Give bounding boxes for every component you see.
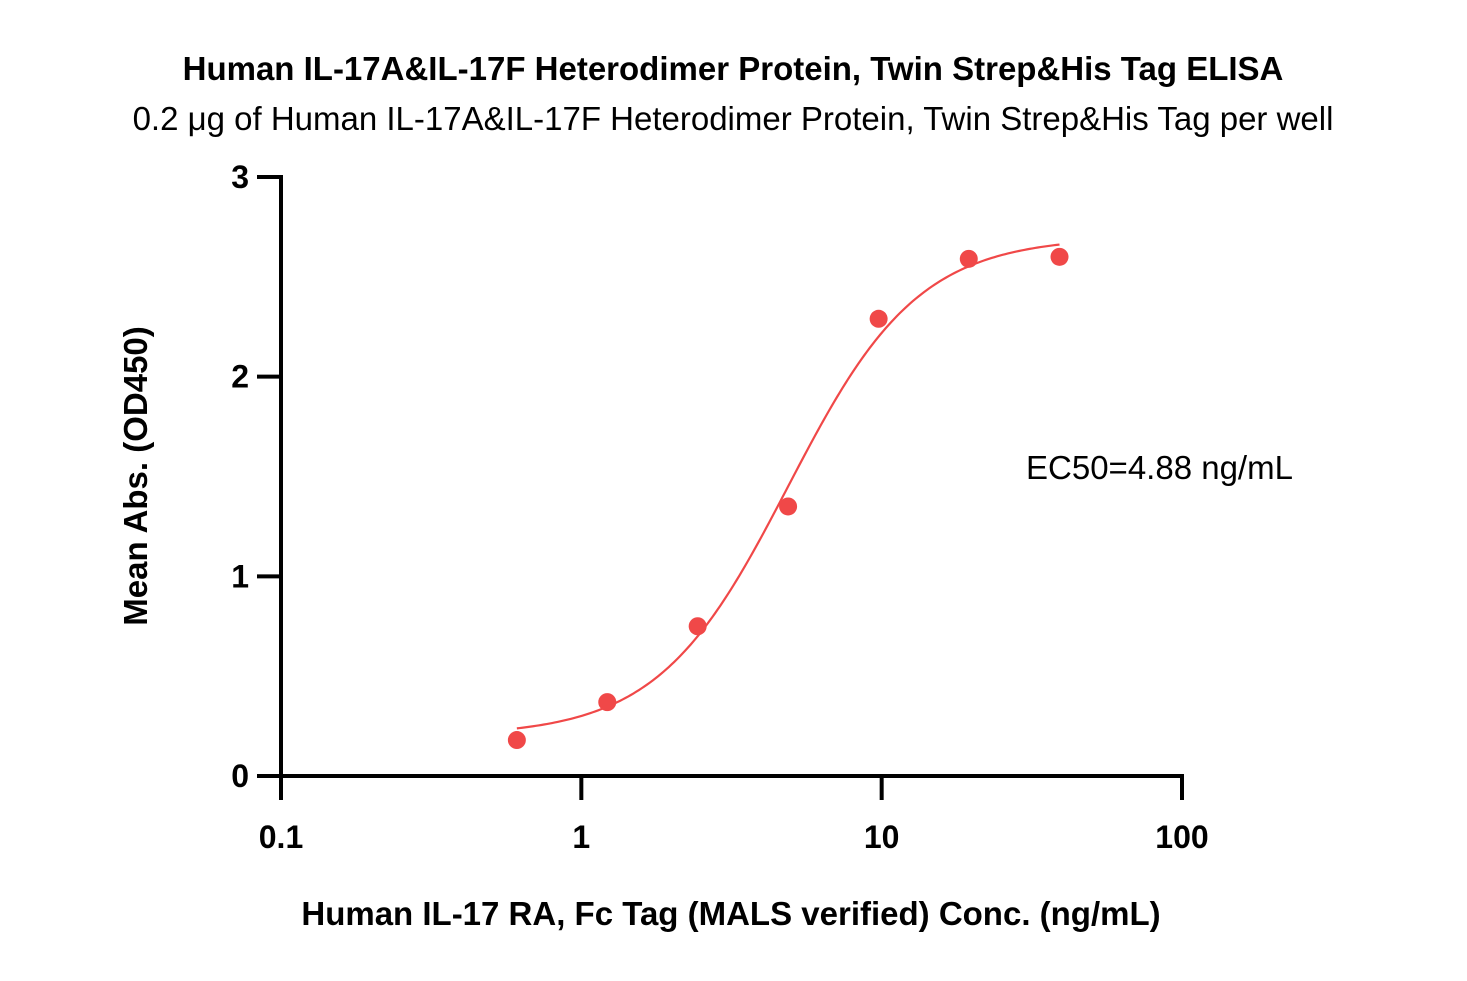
data-point <box>688 617 707 636</box>
ec50-annotation: EC50=4.88 ng/mL <box>1026 449 1293 486</box>
data-point <box>598 693 617 712</box>
chart-title: Human IL-17A&IL-17F Heterodimer Protein,… <box>183 50 1284 87</box>
x-tick-label: 10 <box>864 819 900 855</box>
y-tick-label: 0 <box>231 758 249 794</box>
data-point <box>779 497 798 516</box>
data-point <box>959 249 978 268</box>
fit-curve <box>516 243 1060 730</box>
x-tick-label: 0.1 <box>259 819 303 855</box>
y-axis-ticks: 0 1 2 3 <box>231 159 281 794</box>
y-tick-label: 1 <box>231 558 249 594</box>
data-point <box>507 731 526 750</box>
x-tick-label: 1 <box>572 819 590 855</box>
y-axis-title: Mean Abs. (OD450) <box>117 326 154 626</box>
y-tick-label: 2 <box>231 359 249 395</box>
data-point <box>1050 247 1069 266</box>
x-axis-title: Human IL-17 RA, Fc Tag (MALS verified) C… <box>301 895 1160 932</box>
data-points <box>507 247 1069 750</box>
chart-subtitle: 0.2 μg of Human IL-17A&IL-17F Heterodime… <box>133 100 1334 137</box>
y-tick-label: 3 <box>231 159 249 195</box>
x-axis-ticks: 0.1 1 10 100 <box>259 776 1209 855</box>
x-tick-label: 100 <box>1155 819 1208 855</box>
data-point <box>869 309 888 328</box>
